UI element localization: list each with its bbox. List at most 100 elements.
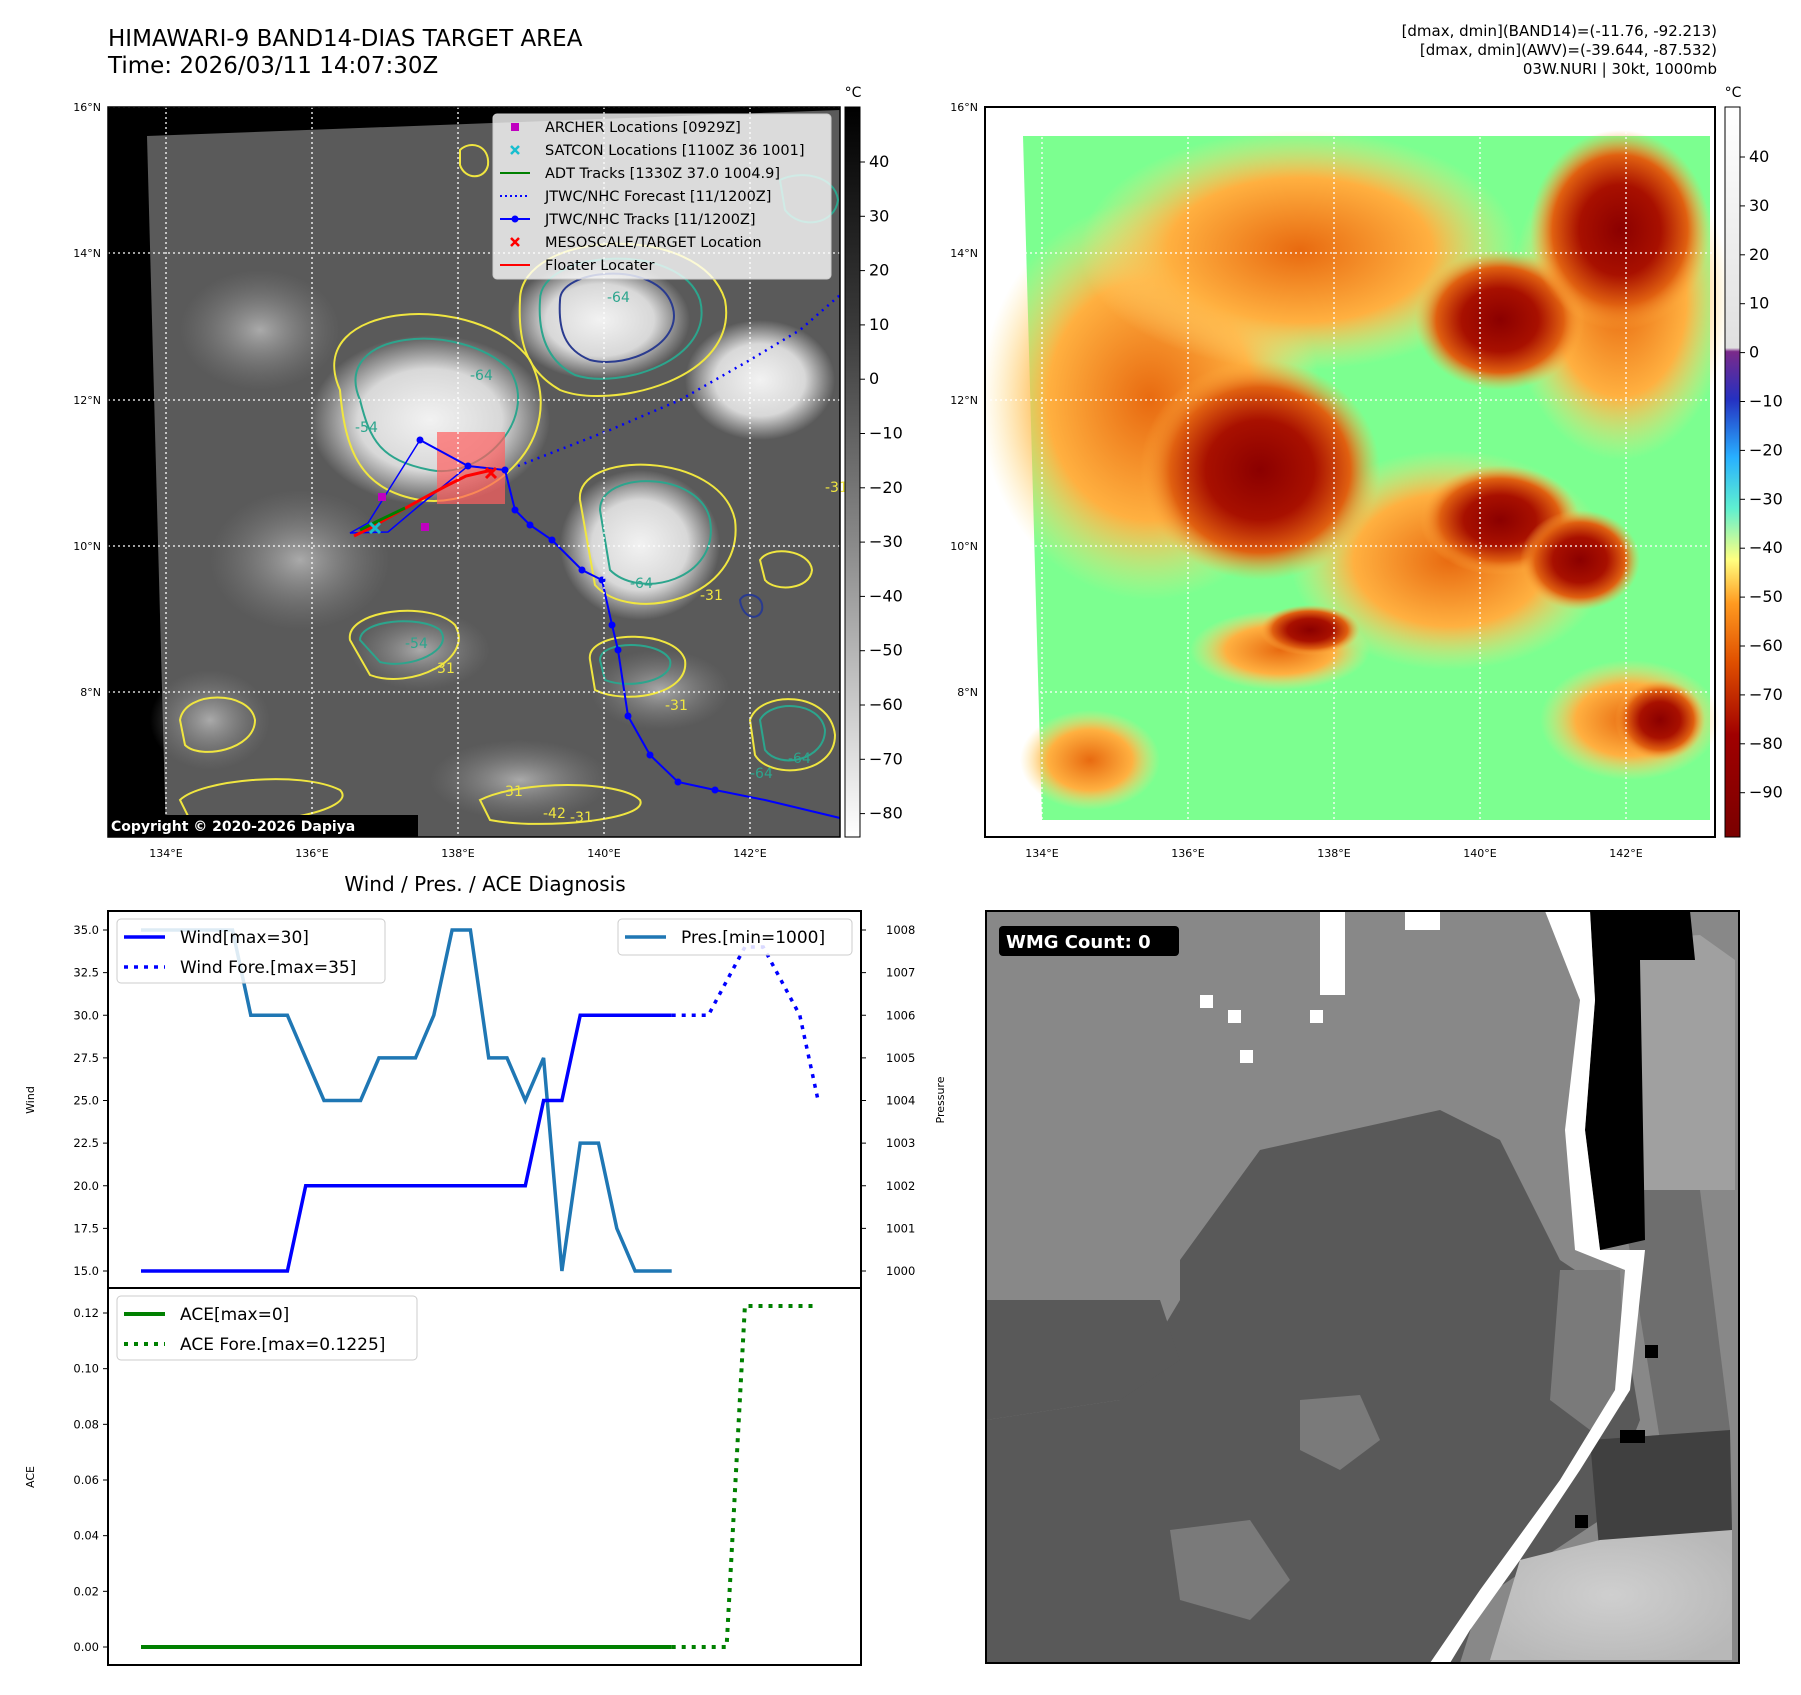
ace-tick-label: 0.08 [73,1417,99,1431]
ace-legend: ACE[max=0] ACE Fore.[max=0.1225] [116,1295,418,1361]
pressure-tick-label: 1001 [886,1221,915,1235]
archer-marker [378,493,386,501]
longitude-label: 138°E [441,847,474,860]
map-legend-label: JTWC/NHC Forecast [11/1200Z] [544,189,771,205]
contour-label: -64 [788,751,811,767]
colorbar-tick-label: −50 [1749,587,1783,606]
wind-forecast-line [671,945,820,1101]
wind-pressure-plot: 35.0 32.5 30.0 27.5 25.0 22.5 20.0 17.5 15.0 1008… [73,918,915,1278]
contour-label: -64 [470,368,493,384]
ace-plot-frame [107,1287,862,1666]
map-legend-label: Floater Locater [545,258,654,274]
wind-tick-label: 30.0 [73,1008,99,1022]
colorbar-tick-label: −60 [1749,636,1783,655]
wind-tick-label: 25.0 [73,1094,99,1108]
latitude-label: 10°N [950,540,978,553]
ace-forecast-legend-label: ACE Fore.[max=0.1225] [180,1335,385,1355]
colorbar-tick-label: −40 [869,586,903,605]
color-map-frame [984,106,1716,838]
map-legend-entry: MESOSCALE/TARGET Location [510,235,762,251]
floater-locater [353,468,493,538]
contour-label: -54 [355,420,378,436]
map-legend-entry: ADT Tracks [1330Z 37.0 1004.9] [500,166,780,182]
target-location-marker [484,466,498,480]
wmg-count-box [999,926,1179,956]
pressure-tick-label: 1007 [886,966,915,980]
longitude-label: 134°E [1025,847,1058,860]
wind-line [141,1013,672,1273]
wmg-count: WMG Count: 0 [1006,932,1151,953]
colorbar-tick-label: −40 [1749,538,1783,557]
wind-axis-label: Wind [24,1086,37,1114]
ir-map-frame [107,106,841,838]
map-legend-label: MESOSCALE/TARGET Location [545,235,762,251]
best-track-points [416,436,719,794]
map-legend-label: ARCHER Locations [0929Z] [545,120,741,136]
colorbar-tick-label: −80 [1749,734,1783,753]
pressure-legend-box [617,918,853,956]
colorbar-tick-label: −20 [869,478,903,497]
wind-tick-label: 22.5 [73,1136,99,1150]
colorbar-tick-label: 0 [869,369,879,388]
colorbar-tick-label: −50 [869,641,903,660]
colorbar-tick-label: −30 [869,532,903,551]
map-legend-label: ADT Tracks [1330Z 37.0 1004.9] [545,166,780,182]
wmg-panel: WMG Count: 0 [985,910,1740,1664]
latitude-label: 8°N [957,686,978,699]
contour-label: -31 [700,588,723,604]
colorbar-tick-label: 20 [869,261,889,280]
pressure-tick-label: 1002 [886,1179,915,1193]
satcon-marker [368,521,382,535]
ace-tick-label: 0.04 [73,1529,99,1543]
color-map-panel [980,106,1730,838]
ace-legend-box [116,1295,418,1361]
awv-stats: [dmax, dmin](AWV)=(-39.644, -87.532) [1419,41,1717,59]
wind-tick-label: 35.0 [73,923,99,937]
pressure-legend: Pres.[min=1000] [617,918,853,956]
best-track [419,439,841,819]
map-legend-entry: Floater Locater [500,258,654,274]
map-legend-label: SATCON Locations [1100Z 36 1001] [545,143,804,159]
contour-label: -31 [665,698,688,714]
latitude-label: 12°N [73,394,101,407]
color-colorbar-scale [1724,106,1741,838]
contour-label: -31 [570,810,593,826]
colorbar-tick-label: −70 [1749,685,1783,704]
wind-legend-box [116,918,386,984]
colorbar-tick-label: 0 [1749,343,1759,362]
contour-label: -31 [825,480,848,496]
map-legend-entry: SATCON Locations [1100Z 36 1001] [510,143,804,159]
ace-tick-label: 0.10 [73,1362,99,1376]
colorbar-tick-label: 40 [1749,147,1769,166]
colorbar-tick-label: −60 [869,695,903,714]
longitude-label: 136°E [295,847,328,860]
adt-track [359,506,406,532]
colorbar-tick-label: −10 [869,424,903,443]
map-legend-label: JTWC/NHC Tracks [11/1200Z] [544,212,756,228]
longitude-label: 140°E [1463,847,1496,860]
wind-legend-label: Wind[max=30] [180,928,309,948]
pressure-tick-label: 1000 [886,1264,915,1278]
ir-contour-labels: -64-64-54-54-31-31-31-64-31-31-42 -31-64-… [355,290,848,826]
archer-marker [421,523,429,531]
map-legend-box [492,113,832,280]
map-axis-labels: 16°N 16°N 14°N 14°N 12°N 12°N 10°N 10°N 8°N 8°N 13… [73,101,1643,860]
legend-x-marker [510,145,520,155]
wmg-cells [986,911,1735,1663]
latitude-label: 16°N [950,101,978,114]
ace-tick-label: 0.06 [73,1473,99,1487]
wind-tick-label: 17.5 [73,1221,99,1235]
color-colorbar-unit: °C [1725,85,1742,101]
contour-label: -64 [750,766,773,782]
pressure-tick-label: 1008 [886,923,915,937]
ir-colorbar-unit: °C [845,85,862,101]
colorbar-tick-label: 30 [1749,196,1769,215]
forecast-track [517,294,841,468]
colorbar-tick-label: −30 [1749,489,1783,508]
wind-forecast-legend-label: Wind Fore.[max=35] [180,958,356,978]
map-legend-entry: JTWC/NHC Tracks [11/1200Z] [500,212,756,228]
ace-forecast-line [671,1304,819,1649]
ace-tick-label: 0.02 [73,1584,99,1598]
legend-x-marker [510,237,520,247]
contour-label: -54 [405,636,428,652]
